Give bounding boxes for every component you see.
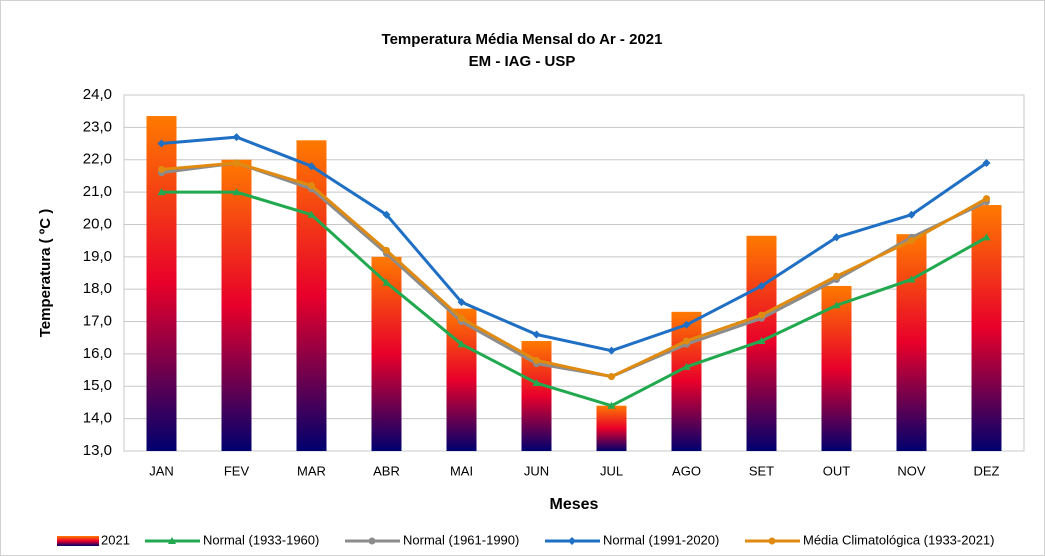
line-marker xyxy=(682,320,691,329)
line-marker xyxy=(533,356,540,364)
legend-label: 2021 xyxy=(101,532,130,547)
line-marker xyxy=(158,165,165,173)
x-tick-label: DEZ xyxy=(974,463,1000,478)
bar xyxy=(821,285,852,451)
line-marker xyxy=(233,159,240,167)
line-marker xyxy=(532,330,541,339)
y-tick-label: 13,0 xyxy=(83,442,112,459)
line xyxy=(161,161,988,379)
line-marker xyxy=(308,182,315,190)
y-tick-label: 20,0 xyxy=(83,215,112,232)
y-tick-label: 22,0 xyxy=(83,151,112,168)
line-marker xyxy=(833,272,840,280)
line-marker xyxy=(532,379,541,387)
y-tick-label: 14,0 xyxy=(83,410,112,427)
bar xyxy=(596,405,627,451)
line-marker xyxy=(457,340,466,348)
bar xyxy=(446,308,477,451)
x-tick-label: ABR xyxy=(373,463,400,478)
line-marker xyxy=(907,275,916,283)
line-marker xyxy=(307,162,316,171)
x-tick-label: SET xyxy=(749,463,774,478)
bar xyxy=(671,311,702,451)
x-axis-label: Meses xyxy=(550,496,599,513)
legend-marker xyxy=(168,537,176,544)
legend-label: Normal (1961-1990) xyxy=(403,532,519,547)
line-marker xyxy=(157,188,166,196)
line-marker xyxy=(983,195,990,203)
x-tick-label: NOV xyxy=(897,463,926,478)
legend-label: Normal (1991-2020) xyxy=(603,532,719,547)
legend-marker xyxy=(568,537,576,545)
y-axis-label: Temperatura ( ºC ) xyxy=(37,209,54,338)
y-tick-label: 15,0 xyxy=(83,377,112,394)
y-tick-label: 17,0 xyxy=(83,313,112,330)
chart-subtitle: EM - IAG - USP xyxy=(469,53,576,70)
bar xyxy=(221,159,252,451)
line-marker xyxy=(758,311,765,319)
y-tick-label: 21,0 xyxy=(83,183,112,200)
line-marker xyxy=(383,246,390,254)
line-marker xyxy=(982,233,991,241)
legend-label: Normal (1933-1960) xyxy=(203,532,319,547)
line-marker xyxy=(832,301,841,309)
line-marker xyxy=(157,139,166,148)
legend-marker xyxy=(768,537,776,545)
line-marker xyxy=(607,401,616,409)
line xyxy=(161,135,988,353)
y-tick-label: 23,0 xyxy=(83,118,112,135)
x-tick-label: FEV xyxy=(224,463,250,478)
plot-border xyxy=(123,94,1025,452)
line-marker xyxy=(757,281,766,290)
line-marker xyxy=(982,158,991,167)
line-marker xyxy=(757,336,766,344)
legend-marker xyxy=(368,537,376,545)
line-marker xyxy=(382,210,391,219)
line xyxy=(161,190,988,408)
legend-label: Média Climatológica (1933-2021) xyxy=(803,532,995,547)
y-tick-label: 16,0 xyxy=(83,345,112,362)
line-marker xyxy=(907,210,916,219)
x-tick-label: JUN xyxy=(524,463,549,478)
bar xyxy=(371,256,402,451)
line-marker xyxy=(682,362,691,370)
line-marker xyxy=(607,346,616,355)
y-tick-label: 24,0 xyxy=(83,86,112,103)
line-marker xyxy=(457,298,466,307)
line-marker xyxy=(382,278,391,286)
y-tick-label: 18,0 xyxy=(83,280,112,297)
x-tick-label: JUL xyxy=(600,463,623,478)
line-marker xyxy=(458,314,465,322)
line xyxy=(161,161,988,379)
chart-title: Temperatura Média Mensal do Ar - 2021 xyxy=(382,31,663,48)
x-tick-label: MAI xyxy=(450,463,473,478)
line-marker xyxy=(832,233,841,242)
line-marker xyxy=(683,337,690,345)
line-marker xyxy=(307,210,316,218)
legend-swatch xyxy=(57,536,99,546)
line-marker xyxy=(608,373,615,381)
x-tick-label: JAN xyxy=(149,463,174,478)
x-tick-label: AGO xyxy=(672,463,701,478)
line-marker xyxy=(232,133,241,142)
y-tick-label: 19,0 xyxy=(83,248,112,265)
bar xyxy=(896,234,927,451)
line-marker xyxy=(232,188,241,196)
line-marker xyxy=(908,237,915,245)
bar xyxy=(971,205,1002,451)
x-tick-label: MAR xyxy=(297,463,326,478)
x-tick-label: OUT xyxy=(823,463,851,478)
